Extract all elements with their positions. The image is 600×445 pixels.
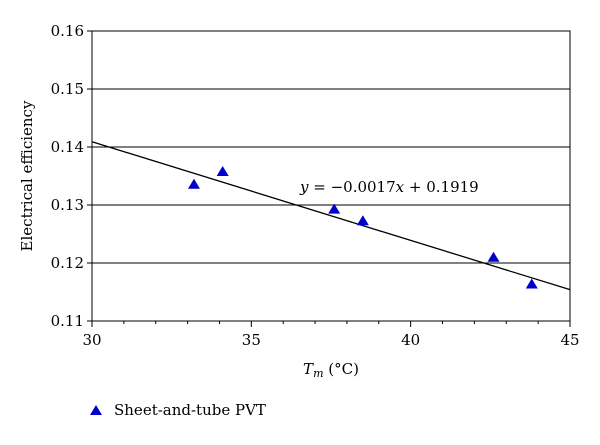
data-point <box>356 215 369 226</box>
y-tick-label: 0.15 <box>51 80 84 98</box>
data-point <box>216 165 229 176</box>
data-points <box>187 165 538 289</box>
x-axis-label: Tm (°C) <box>303 360 359 380</box>
legend-marker-triangle <box>90 405 102 415</box>
y-tick-label: 0.13 <box>51 196 84 214</box>
x-tick-label: 35 <box>242 331 261 349</box>
x-tick-label: 40 <box>401 331 420 349</box>
y-tick-label: 0.14 <box>51 138 84 156</box>
data-point <box>525 278 538 289</box>
legend-label: Sheet-and-tube PVT <box>114 401 266 419</box>
y-tick-label: 0.16 <box>51 22 84 40</box>
gridlines <box>92 88 570 264</box>
x-axis-ticks: 30 35 40 45 <box>82 321 580 349</box>
y-axis-label: Electrical efficiency <box>18 100 36 251</box>
legend: Sheet-and-tube PVT <box>90 401 266 419</box>
data-point <box>328 203 341 214</box>
x-tick-label: 45 <box>560 331 579 349</box>
plot-frame <box>91 30 571 322</box>
data-point <box>487 251 500 262</box>
y-tick-label: 0.12 <box>51 254 84 272</box>
trendline-equation: y = −0.0017x + 0.1919 <box>299 178 479 196</box>
y-tick-label: 0.11 <box>51 312 84 330</box>
data-point <box>187 178 200 189</box>
trendline <box>91 141 571 291</box>
y-axis-ticks: 0.11 0.12 0.13 0.14 0.15 0.16 <box>51 22 92 330</box>
x-tick-label: 30 <box>82 331 101 349</box>
